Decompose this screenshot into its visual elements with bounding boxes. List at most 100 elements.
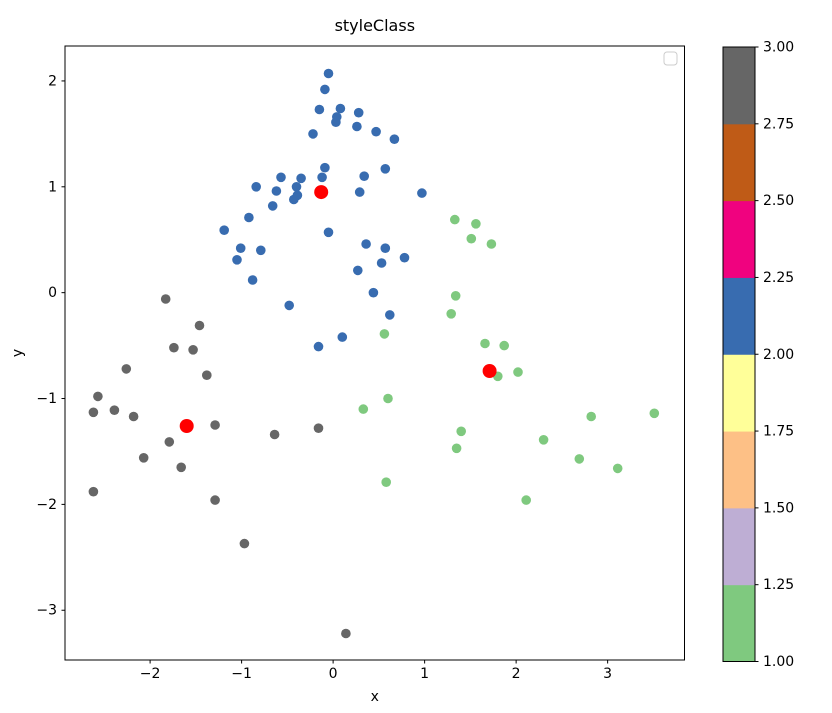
colorbar-band: [723, 200, 755, 278]
scatter-point-cluster-gray: [109, 405, 120, 416]
scatter-point-cluster-blue: [276, 172, 286, 183]
scatter-point-cluster-green: [450, 214, 460, 225]
scatter-point-cluster-blue: [376, 258, 387, 268]
scatter-point-cluster-blue: [368, 287, 379, 298]
scatter-point-cluster-blue: [323, 68, 334, 79]
y-tick-label: 2: [48, 73, 57, 89]
colorbar-tick-label: 1.25: [763, 577, 794, 593]
scatter-point-cluster-blue: [289, 194, 299, 205]
scatter-point-cluster-blue: [337, 332, 348, 342]
x-tick-label: 3: [603, 666, 612, 682]
y-tick-label: 1: [48, 179, 57, 195]
y-axis-label: y: [10, 349, 26, 357]
colorbar-band: [723, 584, 755, 662]
scatter-point-cluster-gray: [121, 364, 132, 374]
scatter-point-cluster-gray: [313, 423, 324, 434]
scatter-point-cluster-green: [381, 477, 392, 488]
y-tick-label: −1: [36, 391, 57, 407]
scatter-point-cluster-gray: [169, 342, 179, 353]
colorbar-band: [723, 354, 755, 432]
scatter-point-cluster-gray: [93, 391, 103, 402]
scatter-point-cluster-gray: [210, 420, 220, 430]
colorbar-tick-label: 1.50: [763, 500, 794, 516]
scatter-point-cluster-green: [586, 411, 596, 422]
scatter-point-cluster-gray: [164, 437, 175, 447]
chart-title: styleClass: [335, 16, 415, 35]
scatter-point-cluster-blue: [380, 164, 391, 174]
scatter-point-cluster-gray: [210, 495, 220, 505]
colorbar-tick-label: 1.00: [763, 654, 794, 670]
scatter-point-cluster-blue: [417, 188, 427, 198]
legend-box: [663, 51, 678, 66]
colorbar-tick-label: 2.00: [763, 347, 794, 363]
scatter-point-cluster-blue: [251, 182, 261, 192]
scatter-point-cluster-blue: [313, 341, 324, 352]
scatter-point-cluster-gray: [202, 370, 212, 381]
scatter-point-cluster-green: [466, 233, 477, 244]
x-axis-label: x: [371, 689, 379, 705]
y-tick-label: −2: [36, 497, 57, 513]
scatter-point-cluster-blue: [323, 227, 334, 238]
scatter-point-cluster-gray: [138, 453, 149, 463]
scatter-point-cluster-green: [499, 340, 510, 351]
scatter-point-cluster-blue: [385, 310, 395, 320]
centroid-point: [179, 419, 194, 433]
colorbar-tick-label: 2.50: [763, 193, 794, 209]
scatter-point-cluster-green: [471, 219, 481, 229]
scatter-point-cluster-green: [486, 239, 497, 249]
scatter-point-cluster-gray: [160, 294, 171, 304]
scatter-point-cluster-blue: [317, 172, 327, 183]
scatter-point-cluster-blue: [354, 187, 365, 197]
scatter-point-cluster-green: [446, 309, 457, 319]
scatter-point-cluster-blue: [296, 173, 306, 184]
x-tick-label: 1: [420, 666, 429, 682]
scatter-point-cluster-blue: [361, 239, 371, 249]
scatter-point-cluster-blue: [320, 162, 330, 173]
scatter-point-cluster-gray: [188, 345, 198, 355]
scatter-point-cluster-green: [649, 408, 660, 419]
x-tick-label: −2: [140, 666, 161, 682]
scatter-point-cluster-blue: [399, 252, 410, 263]
scatter-point-cluster-gray: [341, 628, 351, 639]
scatter-point-cluster-blue: [247, 275, 258, 285]
scatter-point-cluster-green: [538, 435, 549, 445]
scatter-point-cluster-blue: [352, 121, 362, 132]
scatter-point-cluster-gray: [269, 429, 280, 440]
scatter-point-cluster-green: [574, 454, 585, 464]
colorbar-band: [723, 431, 755, 509]
scatter-point-cluster-blue: [335, 103, 346, 114]
scatter-point-cluster-gray: [88, 486, 99, 497]
scatter-point-cluster-gray: [239, 538, 250, 549]
centroid-point: [482, 364, 497, 378]
x-tick-label: −1: [231, 666, 252, 682]
scatter-point-cluster-blue: [232, 254, 242, 265]
y-tick-label: 0: [48, 285, 57, 301]
colorbar-band: [723, 123, 755, 202]
scatter-point-cluster-blue: [255, 245, 266, 256]
scatter-point-cluster-blue: [380, 243, 391, 253]
scatter-point-cluster-green: [450, 291, 461, 301]
scatter-point-cluster-blue: [359, 171, 370, 181]
scatter-point-cluster-gray: [176, 462, 186, 473]
scatter-point-cluster-gray: [88, 407, 99, 418]
scatter-point-cluster-blue: [235, 243, 246, 253]
scatter-point-cluster-blue: [271, 186, 282, 196]
scatter-point-cluster-blue: [219, 225, 229, 235]
colorbar-band: [723, 507, 755, 586]
scatter-point-cluster-blue: [291, 182, 302, 192]
scatter-point-cluster-green: [612, 463, 623, 474]
scatter-point-cluster-blue: [371, 126, 381, 137]
scatter-point-cluster-gray: [194, 320, 205, 331]
scatter-point-cluster-blue: [284, 300, 295, 311]
scatter-point-cluster-green: [358, 404, 369, 414]
scatter-point-cluster-blue: [389, 134, 400, 144]
axes-frame: [64, 45, 685, 661]
scatter-point-cluster-green: [379, 329, 390, 339]
colorbar-tick-label: 2.25: [763, 270, 794, 286]
colorbar-tick-label: 3.00: [763, 40, 794, 56]
colorbar-tick-label: 2.75: [763, 116, 794, 132]
scatter-point-cluster-blue: [353, 107, 364, 118]
centroid-point: [314, 185, 329, 200]
scatter-point-cluster-green: [451, 443, 462, 454]
